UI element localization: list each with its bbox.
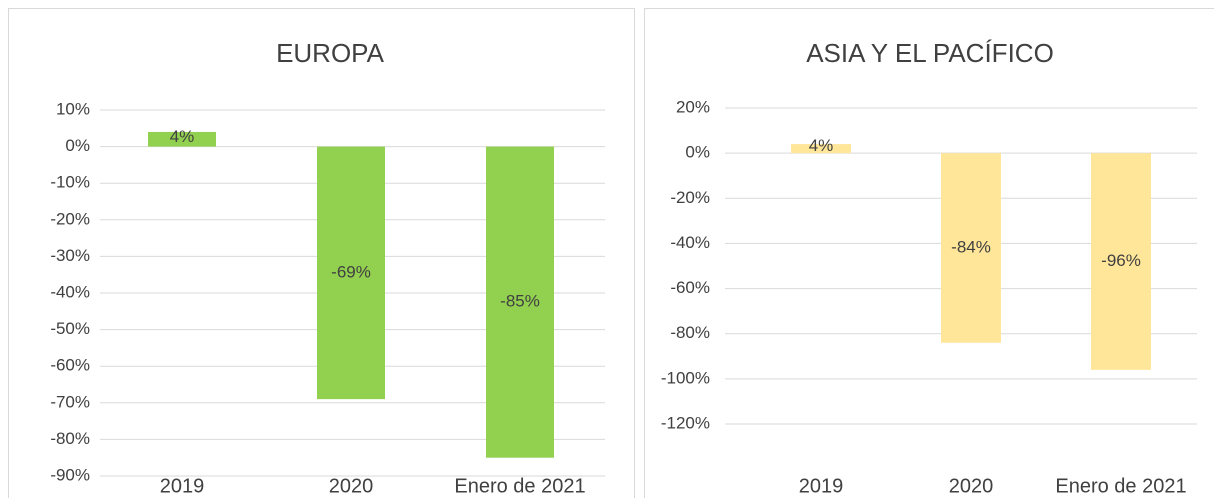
data-label: -96%: [1101, 251, 1141, 270]
bar: [1091, 153, 1151, 370]
x-tick-label: 2019: [799, 475, 844, 497]
data-label: -85%: [500, 292, 540, 311]
data-label: 4%: [809, 136, 834, 155]
bar: [486, 146, 554, 458]
y-tick-label: -40%: [670, 233, 710, 252]
bar: [317, 146, 385, 400]
y-tick-label: -20%: [670, 188, 710, 207]
y-tick-label: -70%: [50, 392, 90, 411]
y-tick-label: 0%: [685, 143, 710, 162]
bar: [941, 153, 1001, 343]
y-tick-label: 0%: [65, 136, 90, 155]
bar: [791, 144, 851, 154]
y-tick-label: -20%: [50, 209, 90, 228]
x-tick-label: Enero de 2021: [1055, 475, 1186, 497]
y-tick-label: -30%: [50, 246, 90, 265]
x-tick-label: 2019: [160, 475, 205, 497]
chart-title: EUROPA: [276, 38, 385, 68]
x-tick-label: Enero de 2021: [454, 475, 585, 497]
data-label: -69%: [331, 262, 371, 281]
y-tick-label: -50%: [50, 319, 90, 338]
y-tick-label: -120%: [661, 413, 710, 432]
y-tick-label: -80%: [670, 323, 710, 342]
y-tick-label: -40%: [50, 282, 90, 301]
chart-title: ASIA Y EL PACÍFICO: [806, 38, 1054, 68]
x-tick-label: 2020: [329, 475, 374, 497]
data-label: 4%: [170, 127, 195, 146]
y-tick-label: -60%: [50, 356, 90, 375]
y-tick-label: -80%: [50, 429, 90, 448]
y-tick-label: 20%: [676, 97, 710, 116]
y-tick-label: -100%: [661, 368, 710, 387]
y-tick-label: -90%: [50, 465, 90, 484]
panel: [8, 8, 635, 498]
y-tick-label: -10%: [50, 173, 90, 192]
y-tick-label: -60%: [670, 278, 710, 297]
y-tick-label: 10%: [56, 99, 90, 118]
bar: [148, 131, 216, 147]
panel: [644, 8, 1214, 498]
data-label: -84%: [951, 237, 991, 256]
x-tick-label: 2020: [949, 475, 994, 497]
